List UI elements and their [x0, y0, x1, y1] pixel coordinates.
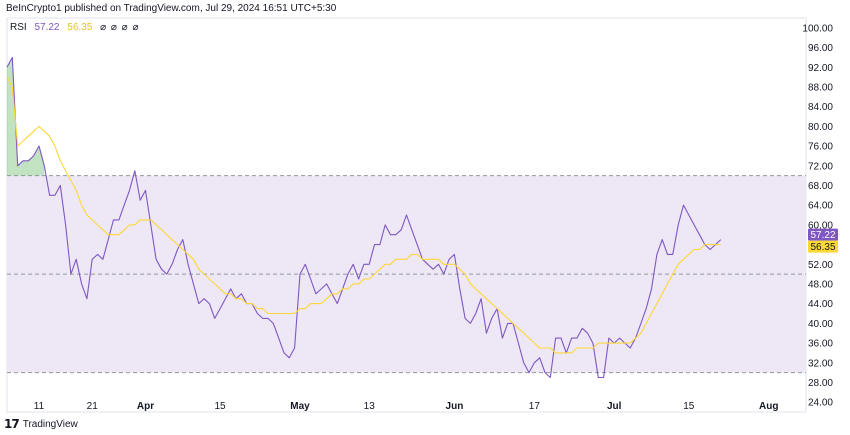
- x-tick-label: Jul: [607, 401, 622, 412]
- tradingview-icon: 𝟭𝟳: [4, 417, 20, 431]
- y-tick-label: 68.00: [808, 181, 833, 192]
- y-tick-label: 24.00: [808, 398, 833, 409]
- x-tick-label: 13: [364, 401, 376, 412]
- y-tick-label: 48.00: [808, 279, 833, 290]
- rsi-series-line: [6, 56, 722, 379]
- publisher-line: BeInCrypto1 published on TradingView.com…: [6, 3, 337, 14]
- y-tick-label: 76.00: [808, 142, 833, 153]
- rsi-last-badge: [808, 228, 838, 241]
- x-tick-label: 11: [34, 401, 45, 412]
- x-tick-label: Jun: [446, 401, 464, 412]
- ma-series-line: [6, 76, 721, 354]
- visibility-icons[interactable]: ⌀ ⌀ ⌀ ⌀: [100, 22, 140, 33]
- y-tick-label: 72.00: [808, 161, 833, 172]
- y-tick-label: 40.00: [808, 319, 833, 330]
- ma-last-label: 56.35: [810, 242, 835, 253]
- indicator-legend: RSI 57.22 56.35 ⌀ ⌀ ⌀ ⌀: [10, 22, 145, 33]
- y-tick-label: 32.00: [808, 358, 833, 369]
- rsi-value: 57.22: [34, 22, 60, 33]
- ma-value: 56.35: [67, 22, 93, 33]
- y-tick-label: 52.00: [808, 260, 833, 271]
- tradingview-logo[interactable]: 𝟭𝟳 TradingView: [4, 417, 78, 431]
- y-tick-label: 28.00: [808, 378, 833, 389]
- x-tick-label: Aug: [759, 401, 778, 412]
- y-tick-label: 80.00: [808, 122, 833, 133]
- x-tick-label: Apr: [137, 401, 154, 412]
- y-tick-label: 44.00: [808, 299, 833, 310]
- y-tick-label: 92.00: [808, 63, 833, 74]
- indicator-name[interactable]: RSI: [10, 22, 27, 33]
- y-tick-label: 64.00: [808, 201, 833, 212]
- rsi-last-label: 57.22: [810, 230, 835, 241]
- y-tick-label: 100.00: [802, 23, 833, 34]
- y-tick-label: 88.00: [808, 82, 833, 93]
- overbought-fill: [7, 57, 135, 176]
- x-tick-label: 15: [215, 401, 227, 412]
- x-tick-label: May: [290, 401, 310, 412]
- x-tick-label: 21: [87, 401, 99, 412]
- y-tick-label: 60.00: [808, 220, 833, 231]
- x-tick-label: 15: [683, 401, 695, 412]
- y-tick-label: 96.00: [808, 43, 833, 54]
- y-tick-label: 36.00: [808, 339, 833, 350]
- ma-last-badge: [808, 240, 838, 253]
- x-tick-label: 17: [529, 401, 541, 412]
- tradingview-label: TradingView: [22, 418, 78, 430]
- y-tick-label: 84.00: [808, 102, 833, 113]
